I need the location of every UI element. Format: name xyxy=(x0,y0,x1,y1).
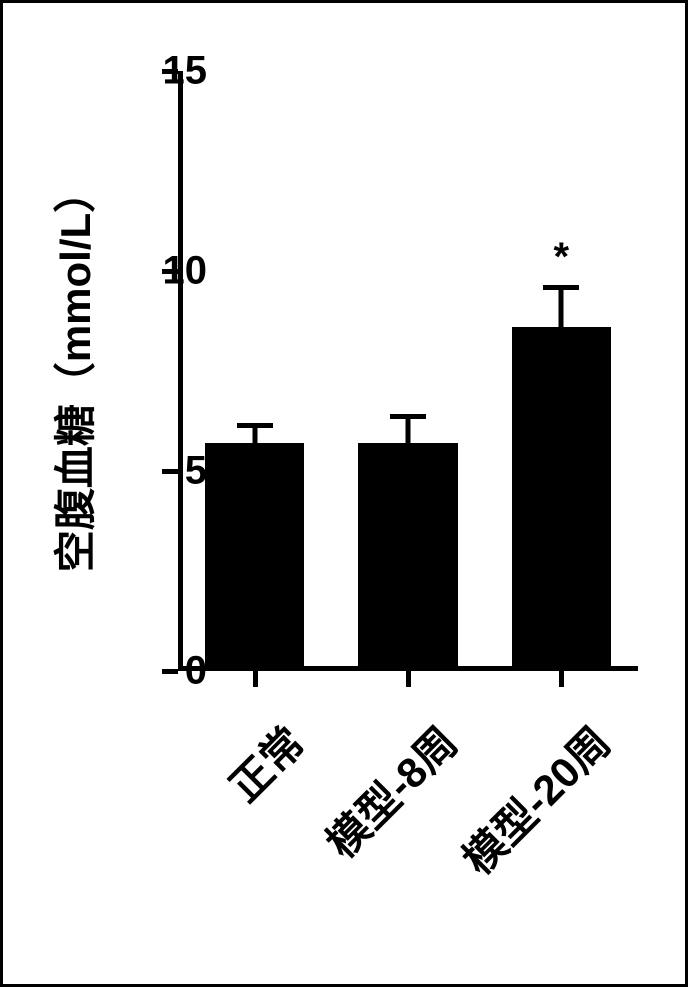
plot: * xyxy=(178,71,638,671)
bar xyxy=(358,443,458,671)
bar xyxy=(205,443,305,671)
y-axis xyxy=(178,71,183,671)
chart-plot-area: * xyxy=(178,71,638,671)
x-tick-label: 模型-20周 xyxy=(438,711,623,896)
x-axis-labels: 正常模型-8周模型-20周 xyxy=(178,703,638,963)
y-tick-label: 10 xyxy=(163,249,208,294)
y-tick-label: 0 xyxy=(185,649,207,694)
y-tick xyxy=(162,469,178,474)
y-axis-label-container: 空腹血糖（mmol/L） xyxy=(43,71,103,671)
error-bar-cap xyxy=(237,423,273,428)
y-tick-label: 5 xyxy=(185,449,207,494)
error-bar-cap xyxy=(390,414,426,419)
x-tick xyxy=(253,671,258,687)
error-bar-line xyxy=(559,287,564,327)
y-tick xyxy=(162,669,178,674)
bar xyxy=(512,327,612,671)
x-tick xyxy=(406,671,411,687)
x-tick xyxy=(559,671,564,687)
x-tick-label: 模型-8周 xyxy=(285,711,470,896)
y-tick-label: 15 xyxy=(163,49,208,94)
x-tick-label: 正常 xyxy=(131,711,316,896)
significance-marker: * xyxy=(554,235,570,280)
error-bar-line xyxy=(406,416,411,443)
figure-frame: 空腹血糖（mmol/L） * 正常模型-8周模型-20周 0 5 10 15 xyxy=(0,0,688,987)
error-bar-cap xyxy=(543,285,579,290)
y-axis-label: 空腹血糖（mmol/L） xyxy=(43,170,104,571)
